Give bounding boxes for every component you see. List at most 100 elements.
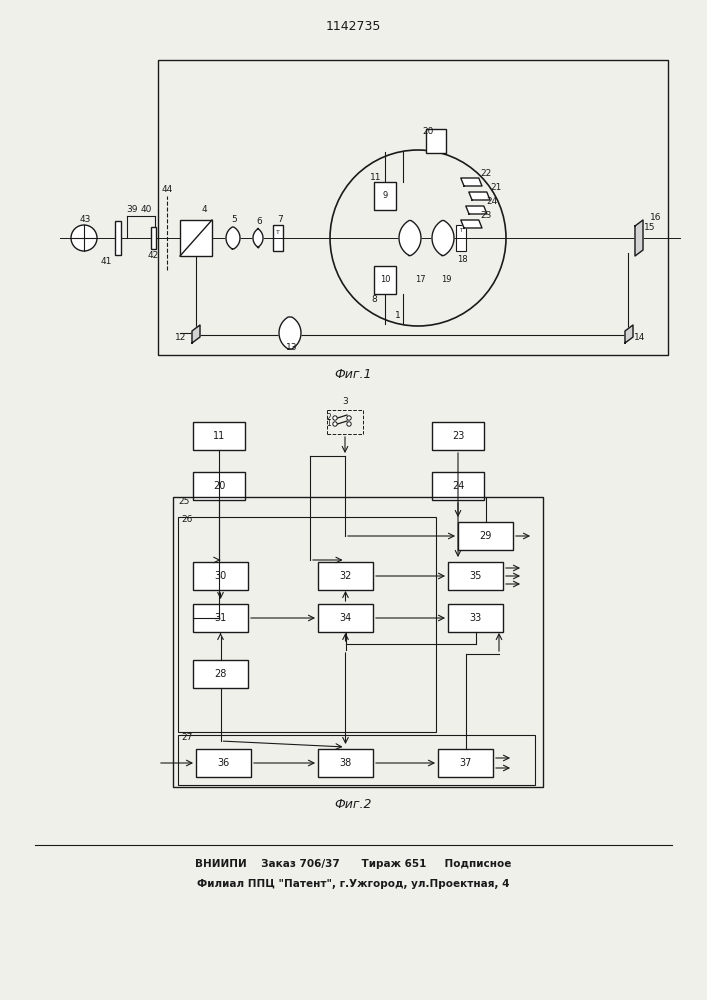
Text: 10: 10	[380, 275, 390, 284]
Text: 16: 16	[650, 214, 662, 223]
Text: 7: 7	[277, 216, 283, 225]
Bar	[432, 422, 484, 450]
Circle shape	[71, 225, 97, 251]
Polygon shape	[432, 221, 454, 255]
Text: 23: 23	[452, 431, 464, 441]
Bar	[196, 749, 251, 777]
Text: 22: 22	[480, 168, 491, 178]
Bar	[438, 749, 493, 777]
Text: 24: 24	[452, 481, 464, 491]
Text: ВНИИПИ    Заказ 706/37      Тираж 651     Подписное: ВНИИПИ Заказ 706/37 Тираж 651 Подписное	[195, 859, 511, 869]
Text: 29: 29	[479, 531, 491, 541]
Bar	[173, 497, 543, 787]
Text: 44: 44	[161, 186, 173, 194]
Text: 32: 32	[339, 571, 351, 581]
Text: 3: 3	[342, 397, 348, 406]
Bar	[426, 129, 446, 153]
Text: 13: 13	[286, 342, 298, 352]
Bar	[158, 60, 668, 355]
Circle shape	[347, 416, 351, 420]
Text: 1142735: 1142735	[325, 20, 380, 33]
Bar	[318, 604, 373, 632]
Text: 11: 11	[370, 174, 382, 182]
Polygon shape	[226, 227, 240, 249]
Text: 17: 17	[415, 275, 426, 284]
Polygon shape	[469, 192, 490, 200]
Text: 33: 33	[469, 613, 481, 623]
Text: 6: 6	[256, 217, 262, 226]
Text: 15: 15	[644, 224, 656, 232]
Text: 21: 21	[491, 184, 502, 192]
Text: 26: 26	[181, 516, 192, 524]
Text: 18: 18	[457, 255, 467, 264]
Text: 20: 20	[422, 127, 433, 136]
Bar	[432, 472, 484, 500]
Text: 30: 30	[214, 571, 227, 581]
Text: 20: 20	[213, 481, 226, 491]
Text: 4: 4	[201, 206, 207, 215]
Text: 36: 36	[217, 758, 230, 768]
Text: 31: 31	[214, 613, 227, 623]
Text: 11: 11	[213, 431, 225, 441]
Bar	[180, 220, 212, 256]
Circle shape	[333, 422, 337, 426]
Text: 40: 40	[140, 206, 152, 215]
Bar	[448, 562, 503, 590]
Text: Филиал ППЦ "Патент", г.Ужгород, ул.Проектная, 4: Филиал ППЦ "Патент", г.Ужгород, ул.Проек…	[197, 879, 509, 889]
Bar	[448, 604, 503, 632]
Text: 27: 27	[181, 734, 192, 742]
Text: 43: 43	[79, 215, 90, 224]
Text: 24: 24	[486, 198, 498, 207]
Text: 42: 42	[147, 251, 158, 260]
Bar	[193, 604, 248, 632]
Text: 25: 25	[178, 497, 189, 506]
Polygon shape	[466, 206, 487, 214]
Polygon shape	[461, 178, 482, 186]
Polygon shape	[253, 229, 263, 247]
Text: Фиг.2: Фиг.2	[334, 798, 372, 812]
Bar	[318, 562, 373, 590]
Polygon shape	[399, 221, 421, 255]
Bar	[193, 422, 245, 450]
Text: 9: 9	[382, 192, 387, 200]
Text: 1: 1	[327, 420, 332, 428]
Polygon shape	[461, 220, 482, 228]
Text: Фиг.1: Фиг.1	[334, 368, 372, 381]
Bar	[193, 660, 248, 688]
Text: 23: 23	[480, 212, 491, 221]
Circle shape	[347, 422, 351, 426]
Text: T: T	[276, 231, 280, 235]
Text: 34: 34	[339, 613, 351, 623]
Bar	[151, 227, 156, 249]
Text: 37: 37	[460, 758, 472, 768]
Text: 19: 19	[440, 275, 451, 284]
Bar	[193, 562, 248, 590]
Bar	[115, 221, 121, 255]
Bar	[458, 522, 513, 550]
Bar	[374, 182, 396, 210]
Bar	[193, 472, 245, 500]
Text: 39: 39	[127, 206, 138, 215]
Bar	[374, 266, 396, 294]
Text: 14: 14	[634, 332, 645, 342]
Polygon shape	[279, 317, 301, 349]
Bar	[318, 749, 373, 777]
Circle shape	[333, 416, 337, 420]
Bar	[273, 225, 283, 251]
Text: 12: 12	[175, 332, 187, 342]
Polygon shape	[192, 325, 200, 343]
Text: 1: 1	[395, 312, 401, 320]
Bar	[178, 735, 535, 785]
Polygon shape	[625, 325, 633, 343]
Text: 35: 35	[469, 571, 481, 581]
Text: 5: 5	[231, 216, 237, 225]
Polygon shape	[635, 220, 643, 256]
Text: 8: 8	[371, 296, 377, 304]
Text: 41: 41	[100, 257, 112, 266]
Bar	[178, 517, 436, 732]
Text: 38: 38	[339, 758, 351, 768]
Bar	[456, 225, 466, 251]
Text: 28: 28	[214, 669, 227, 679]
Text: T: T	[460, 228, 462, 232]
Text: 2: 2	[327, 414, 332, 422]
